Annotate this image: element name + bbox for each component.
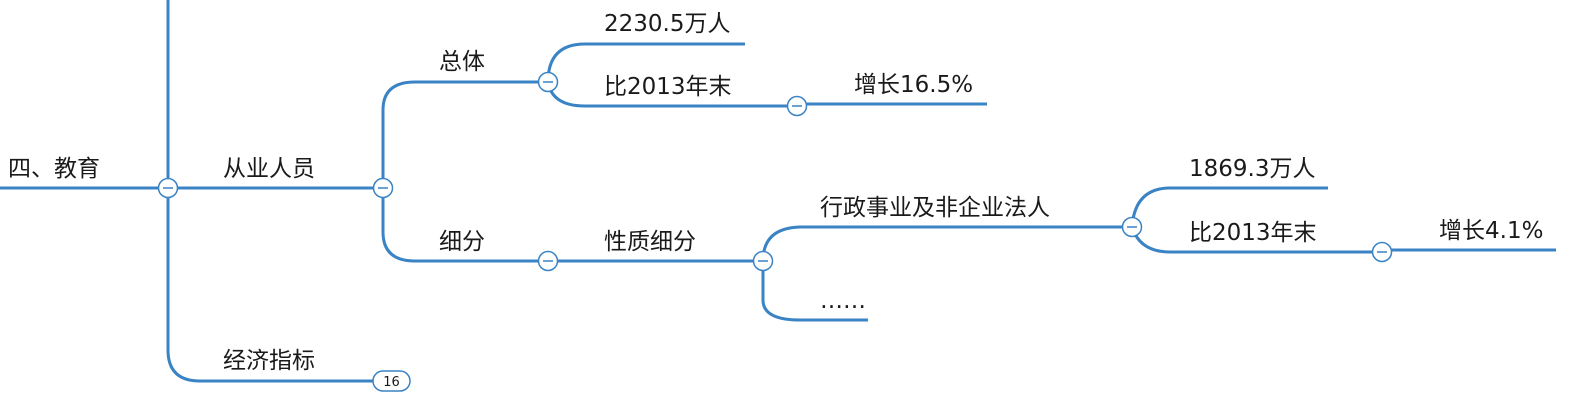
collapsed-count-text: 16	[383, 375, 400, 390]
node-underlines	[0, 42, 1556, 383]
node-employees[interactable]: 从业人员	[223, 156, 315, 182]
node-root[interactable]: 四、教育	[8, 156, 100, 182]
node-ellipsis[interactable]: ……	[820, 288, 866, 314]
connector-lines	[166, 0, 1172, 383]
node-admin-vs2013[interactable]: 比2013年末	[1189, 220, 1317, 246]
collapse-toggle-admin-vs2013[interactable]	[1371, 241, 1393, 263]
node-econ-indicators[interactable]: 经济指标	[223, 348, 315, 374]
node-admin-nonprofit[interactable]: 行政事业及非企业法人	[820, 195, 1050, 221]
collapse-toggle-employees[interactable]	[372, 177, 394, 199]
collapse-toggle-overall-vs2013[interactable]	[786, 95, 808, 117]
node-admin-value[interactable]: 1869.3万人	[1189, 156, 1315, 182]
node-admin-growth[interactable]: 增长4.1%	[1439, 218, 1543, 244]
collapse-toggle-breakdown[interactable]	[537, 250, 559, 272]
collapse-toggle-admin-nonprofit[interactable]	[1121, 216, 1143, 238]
collapse-toggle-root[interactable]	[157, 177, 179, 199]
collapse-toggle-overall[interactable]	[537, 71, 559, 93]
node-overall-vs2013[interactable]: 比2013年末	[604, 74, 732, 100]
collapse-toggle-by-nature[interactable]	[752, 250, 774, 272]
node-overall[interactable]: 总体	[439, 49, 485, 75]
collapsed-count-badge[interactable]: 16	[372, 370, 411, 392]
node-by-nature[interactable]: 性质细分	[604, 229, 696, 255]
node-overall-value[interactable]: 2230.5万人	[604, 11, 730, 37]
node-breakdown[interactable]: 细分	[439, 229, 485, 255]
node-overall-growth[interactable]: 增长16.5%	[854, 72, 973, 98]
